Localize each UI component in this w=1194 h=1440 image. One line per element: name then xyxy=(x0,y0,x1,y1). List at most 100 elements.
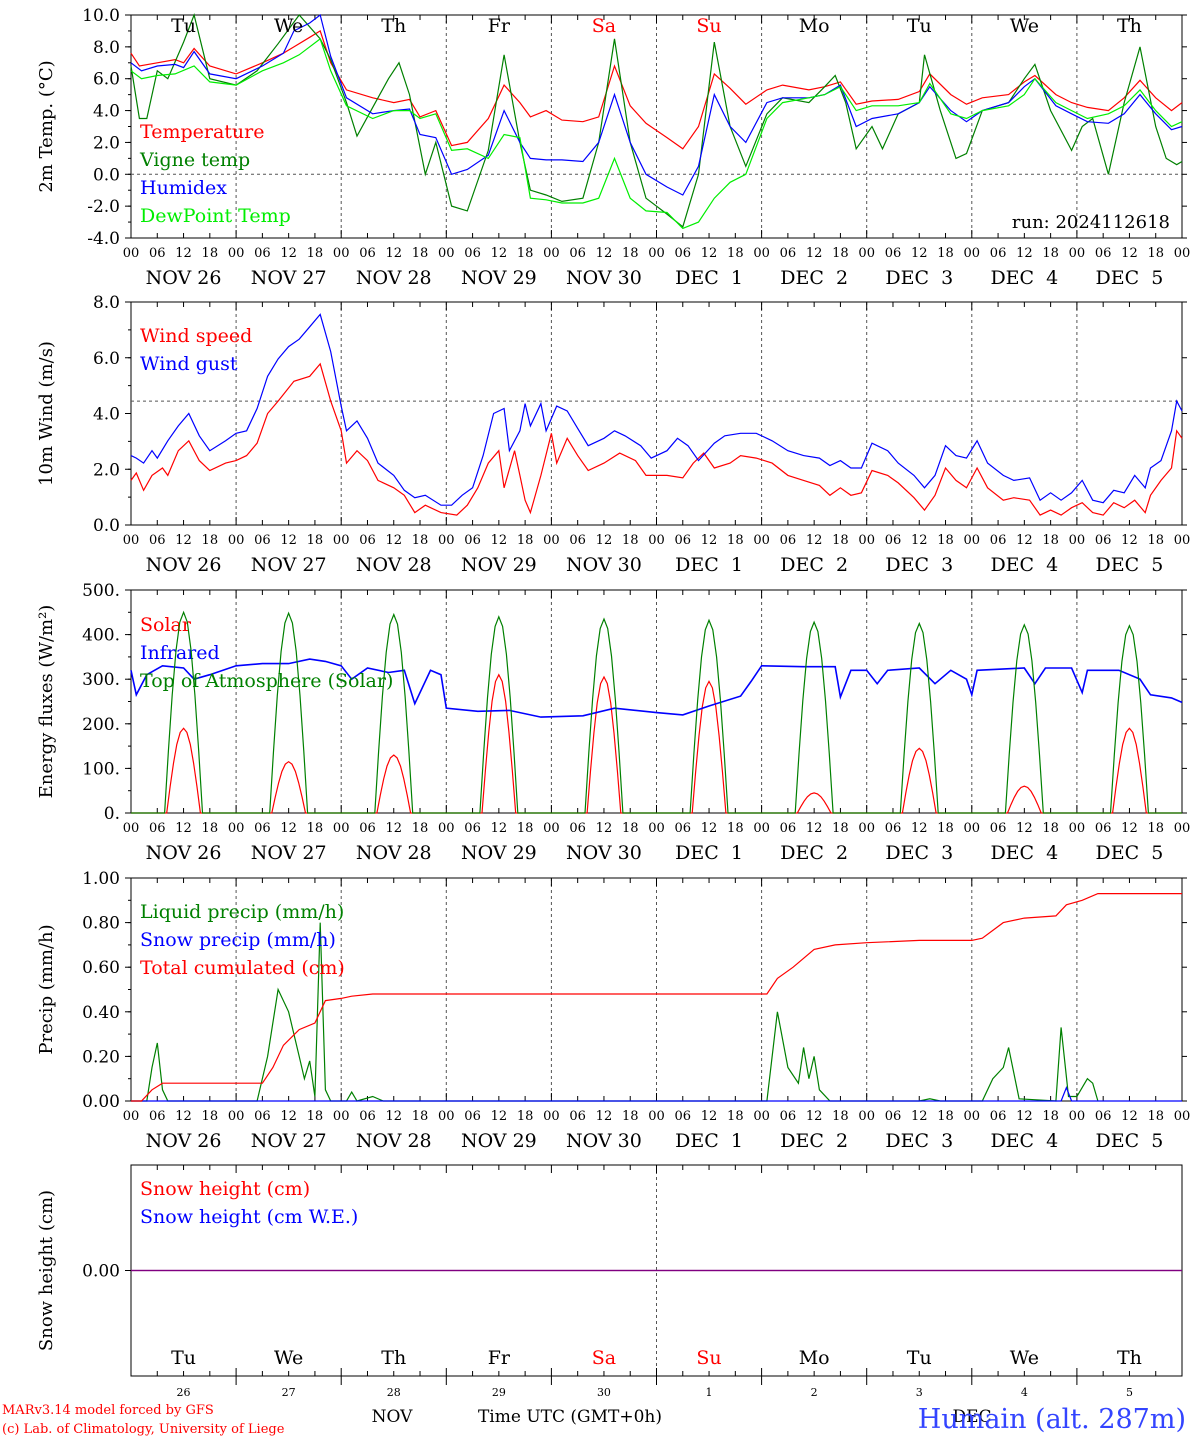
hour-label: 00 xyxy=(123,1109,140,1124)
hour-label: 12 xyxy=(491,1109,508,1124)
hour-label: 06 xyxy=(885,246,902,261)
series-line xyxy=(131,1085,1182,1102)
hour-label: 06 xyxy=(990,1109,1007,1124)
y-axis-label: Snow height (cm) xyxy=(36,1190,57,1351)
date-label: DEC 5 xyxy=(1096,1130,1164,1152)
date-label: NOV 29 xyxy=(461,842,537,864)
hour-label: 00 xyxy=(333,821,350,836)
hour-label: 12 xyxy=(280,821,297,836)
hour-label: 06 xyxy=(990,821,1007,836)
weekday-label: Th xyxy=(1117,1347,1142,1369)
hour-label: 18 xyxy=(307,246,324,261)
hour-label: 06 xyxy=(464,533,481,548)
hour-label: 12 xyxy=(596,246,613,261)
hour-label: 06 xyxy=(359,1109,376,1124)
hour-label: 12 xyxy=(280,533,297,548)
y-tick-label: 1.00 xyxy=(82,869,120,889)
date-label: NOV 29 xyxy=(461,267,537,289)
series-line xyxy=(130,362,1183,516)
weekday-label: Mo xyxy=(799,15,830,37)
legend-entry: Liquid precip (mm/h) xyxy=(140,901,344,923)
y-tick-label: 0.80 xyxy=(82,914,120,934)
y-tick-label: 200. xyxy=(82,715,120,735)
hour-label: 12 xyxy=(1016,533,1033,548)
weekday-label: Tu xyxy=(171,15,196,37)
legend-entry: Wind gust xyxy=(140,353,238,375)
date-label: NOV 26 xyxy=(146,267,222,289)
series-line xyxy=(130,29,1183,150)
y-axis-label: Energy fluxes (W/m²) xyxy=(36,605,57,799)
weekday-label: We xyxy=(1010,1347,1039,1369)
hour-label: 12 xyxy=(175,1109,192,1124)
hour-label: 06 xyxy=(675,1109,692,1124)
hour-label: 06 xyxy=(675,246,692,261)
hour-label: 06 xyxy=(1095,246,1112,261)
y-tick-label: 500. xyxy=(82,581,120,601)
hour-label: 06 xyxy=(254,246,271,261)
hour-label: 12 xyxy=(1121,1109,1138,1124)
hour-label: 18 xyxy=(412,533,429,548)
y-tick-label: 100. xyxy=(82,759,120,779)
hour-label: 00 xyxy=(1174,821,1191,836)
hour-label: 00 xyxy=(123,533,140,548)
hour-label: 12 xyxy=(1016,1109,1033,1124)
series-line xyxy=(131,922,1099,1102)
date-label: DEC 2 xyxy=(780,267,848,289)
day-number: 2 xyxy=(811,1386,818,1399)
y-tick-label: 0. xyxy=(104,804,120,824)
weekday-label: Su xyxy=(696,1347,721,1369)
date-label: NOV 27 xyxy=(251,554,327,576)
hour-label: 00 xyxy=(1069,533,1086,548)
hour-label: 06 xyxy=(990,533,1007,548)
hour-label: 00 xyxy=(648,1109,665,1124)
hour-label: 00 xyxy=(333,246,350,261)
hour-label: 06 xyxy=(149,821,166,836)
month-label-nov: NOV xyxy=(372,1407,414,1427)
y-tick-label: 0.0 xyxy=(93,165,120,185)
hour-label: 12 xyxy=(280,246,297,261)
panel-1: -4.0 -2.0 0.0 2.0 4.0 6.0 8.0 10.0 2m Temp. (°C)… xyxy=(36,6,1190,289)
y-tick-label: 0.0 xyxy=(93,516,120,536)
y-tick-label: 300. xyxy=(82,670,120,690)
date-label: DEC 5 xyxy=(1096,267,1164,289)
credit-line-2: (c) Lab. of Climatology, University of L… xyxy=(2,1422,285,1437)
y-tick-label: 0.20 xyxy=(82,1047,120,1067)
hour-label: 18 xyxy=(622,1109,639,1124)
date-label: DEC 3 xyxy=(885,842,953,864)
legend-entry: Vigne temp xyxy=(139,149,250,171)
hour-label: 12 xyxy=(1016,821,1033,836)
hour-label: 12 xyxy=(1121,246,1138,261)
date-label: DEC 4 xyxy=(990,554,1058,576)
hour-label: 18 xyxy=(1042,1109,1059,1124)
run-annotation: run: 2024112618 xyxy=(1012,212,1170,233)
hour-label: 12 xyxy=(806,1109,823,1124)
weekday-label: Fr xyxy=(488,1347,511,1369)
hour-label: 12 xyxy=(806,533,823,548)
hour-label: 12 xyxy=(491,821,508,836)
hour-label: 12 xyxy=(385,821,402,836)
y-tick-label: 2.0 xyxy=(93,460,120,480)
hour-label: 06 xyxy=(1095,1109,1112,1124)
y-tick-label: 2.0 xyxy=(93,133,120,153)
weekday-label: Mo xyxy=(799,1347,830,1369)
hour-label: 06 xyxy=(1095,533,1112,548)
date-label: DEC 1 xyxy=(675,1130,743,1152)
hour-label: 06 xyxy=(569,1109,586,1124)
date-label: DEC 1 xyxy=(675,267,743,289)
y-tick-label: 8.0 xyxy=(93,38,120,58)
hour-label: 12 xyxy=(806,821,823,836)
hour-label: 18 xyxy=(412,821,429,836)
series-line xyxy=(130,13,1183,228)
hour-label: 18 xyxy=(1147,821,1164,836)
y-tick-label: 6.0 xyxy=(93,70,120,90)
weekday-label: Th xyxy=(381,1347,406,1369)
hour-label: 06 xyxy=(569,533,586,548)
y-tick-label: 400. xyxy=(82,626,120,646)
hour-label: 12 xyxy=(911,1109,928,1124)
hour-label: 18 xyxy=(727,246,744,261)
weekday-label: Su xyxy=(696,15,721,37)
hour-label: 00 xyxy=(964,821,981,836)
hour-label: 06 xyxy=(254,533,271,548)
hour-label: 12 xyxy=(596,821,613,836)
x-axis-label: Time UTC (GMT+0h) xyxy=(478,1407,662,1427)
